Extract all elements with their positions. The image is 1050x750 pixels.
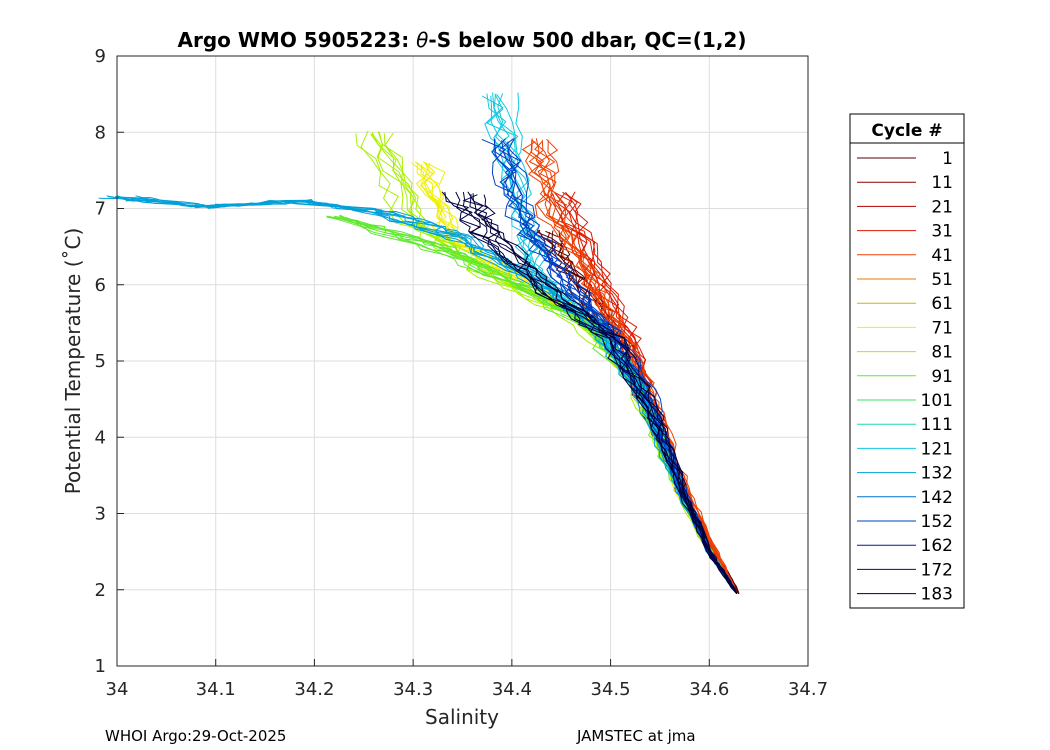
grid-lines bbox=[117, 56, 808, 666]
x-tick-label: 34 bbox=[106, 679, 129, 700]
x-axis-label: Salinity bbox=[425, 705, 499, 729]
legend-label-51: 51 bbox=[931, 270, 953, 290]
y-tick-label: 8 bbox=[95, 122, 106, 143]
profile-line-cycle-183 bbox=[455, 191, 738, 594]
x-tick-label: 34.1 bbox=[196, 679, 236, 700]
legend-label-61: 61 bbox=[931, 294, 953, 314]
legend-label-11: 11 bbox=[931, 173, 953, 193]
x-tick-label: 34.2 bbox=[294, 679, 334, 700]
footer-left: WHOI Argo:29-Oct-2025 bbox=[105, 727, 286, 745]
legend-label-121: 121 bbox=[921, 439, 953, 459]
legend-label-81: 81 bbox=[931, 343, 953, 363]
x-tick-label: 34.3 bbox=[393, 679, 433, 700]
y-tick-label: 2 bbox=[95, 580, 106, 601]
legend-label-41: 41 bbox=[931, 246, 953, 266]
profile-line-cycle-183 bbox=[462, 192, 738, 594]
legend-box bbox=[849, 113, 965, 609]
chart-title: Argo WMO 5905223: θ-S below 500 dbar, QC… bbox=[178, 28, 747, 52]
profile-lines bbox=[98, 92, 740, 594]
legend-label-111: 111 bbox=[921, 415, 953, 435]
footer-right: JAMSTEC at jma bbox=[576, 727, 696, 745]
legend-label-91: 91 bbox=[931, 367, 953, 387]
legend-label-172: 172 bbox=[921, 560, 953, 580]
legend-label-142: 142 bbox=[921, 488, 953, 508]
legend-label-183: 183 bbox=[921, 585, 953, 605]
y-tick-label: 7 bbox=[95, 199, 106, 220]
legend-label-162: 162 bbox=[921, 536, 953, 556]
legend-label-132: 132 bbox=[921, 464, 953, 484]
legend-label-71: 71 bbox=[931, 318, 953, 338]
y-axis-label: Potential Temperature (˚C) bbox=[61, 228, 85, 495]
x-tick-label: 34.4 bbox=[492, 679, 532, 700]
x-tick-label: 34.7 bbox=[788, 679, 828, 700]
profile-line-cycle-183 bbox=[472, 193, 738, 594]
x-tick-label: 34.5 bbox=[591, 679, 631, 700]
y-tick-label: 3 bbox=[95, 504, 106, 525]
y-tick-label: 4 bbox=[95, 427, 106, 448]
x-tick-label: 34.6 bbox=[689, 679, 729, 700]
y-tick-label: 1 bbox=[95, 656, 106, 677]
y-tick-label: 6 bbox=[95, 275, 106, 296]
legend-title: Cycle # bbox=[871, 121, 942, 141]
legend-label-21: 21 bbox=[931, 197, 953, 217]
profile-line-cycle-41 bbox=[536, 138, 738, 594]
legend-label-101: 101 bbox=[921, 391, 953, 411]
legend-label-31: 31 bbox=[931, 222, 953, 242]
legend: Cycle # 11121314151617181911011111211321… bbox=[849, 113, 965, 609]
y-tick-label: 5 bbox=[95, 351, 106, 372]
legend-label-152: 152 bbox=[921, 512, 953, 532]
legend-label-1: 1 bbox=[942, 149, 953, 169]
y-tick-label: 9 bbox=[95, 46, 106, 67]
